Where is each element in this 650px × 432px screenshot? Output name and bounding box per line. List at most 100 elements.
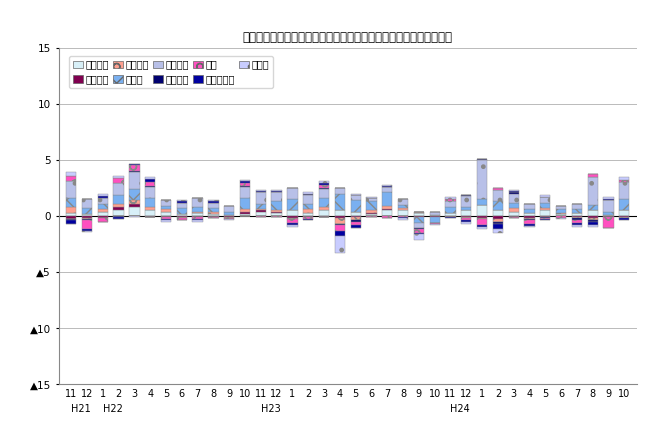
Bar: [619, 180, 629, 182]
Bar: [350, 212, 361, 216]
Bar: [129, 164, 140, 165]
Bar: [603, 215, 614, 216]
Bar: [588, 175, 598, 177]
Bar: [398, 216, 408, 217]
Bar: [398, 208, 408, 210]
Bar: [82, 208, 92, 214]
Bar: [572, 218, 582, 220]
Bar: [177, 201, 187, 203]
Bar: [335, 224, 345, 225]
Bar: [367, 213, 376, 214]
Bar: [382, 206, 393, 209]
Bar: [461, 195, 471, 196]
Bar: [287, 216, 298, 218]
Bar: [508, 192, 519, 194]
Bar: [192, 220, 203, 222]
Bar: [540, 195, 551, 197]
Bar: [525, 219, 535, 220]
Bar: [255, 191, 266, 192]
Bar: [414, 216, 424, 217]
Bar: [255, 210, 266, 212]
Bar: [367, 216, 376, 217]
Bar: [255, 209, 266, 210]
Bar: [540, 217, 551, 218]
Bar: [350, 200, 361, 212]
Bar: [382, 184, 393, 186]
Bar: [319, 216, 329, 217]
Bar: [129, 207, 140, 216]
Bar: [129, 203, 140, 207]
Bar: [477, 225, 488, 227]
Bar: [224, 218, 235, 219]
Bar: [556, 209, 566, 213]
Bar: [414, 234, 424, 240]
Bar: [287, 223, 298, 225]
Bar: [208, 203, 218, 208]
Bar: [508, 191, 519, 192]
Bar: [525, 203, 535, 209]
Bar: [208, 200, 218, 201]
Bar: [540, 219, 551, 220]
Bar: [572, 216, 582, 217]
Bar: [477, 199, 488, 205]
Bar: [367, 201, 376, 210]
Bar: [493, 190, 503, 201]
Bar: [66, 172, 76, 175]
Bar: [508, 212, 519, 216]
Bar: [66, 216, 76, 219]
Bar: [445, 216, 456, 217]
Bar: [319, 210, 329, 216]
Bar: [319, 189, 329, 198]
Bar: [177, 218, 187, 220]
Bar: [240, 184, 250, 186]
Bar: [272, 191, 281, 192]
Bar: [303, 217, 313, 219]
Bar: [272, 201, 281, 210]
Bar: [398, 210, 408, 216]
Bar: [66, 198, 76, 207]
Bar: [525, 213, 535, 216]
Bar: [208, 208, 218, 212]
Bar: [114, 175, 124, 178]
Bar: [224, 219, 235, 220]
Bar: [461, 207, 471, 210]
Bar: [508, 190, 519, 191]
Bar: [540, 218, 551, 219]
Bar: [161, 200, 171, 206]
Bar: [445, 213, 456, 216]
Bar: [161, 217, 171, 219]
Bar: [177, 216, 187, 217]
Bar: [255, 190, 266, 191]
Bar: [208, 217, 218, 218]
Bar: [414, 229, 424, 233]
Bar: [588, 222, 598, 225]
Bar: [161, 220, 171, 222]
Bar: [335, 188, 345, 194]
Bar: [525, 209, 535, 213]
Bar: [398, 199, 408, 205]
Bar: [367, 214, 376, 216]
Bar: [177, 208, 187, 214]
Bar: [619, 199, 629, 210]
Bar: [192, 212, 203, 213]
Bar: [588, 218, 598, 220]
Bar: [98, 203, 108, 209]
Bar: [603, 212, 614, 215]
Bar: [382, 210, 393, 216]
Bar: [461, 217, 471, 218]
Bar: [525, 226, 535, 227]
Bar: [255, 192, 266, 203]
Bar: [66, 220, 76, 224]
Bar: [461, 220, 471, 222]
Text: H22: H22: [103, 404, 123, 414]
Bar: [319, 198, 329, 207]
Bar: [303, 209, 313, 213]
Bar: [350, 217, 361, 220]
Bar: [255, 212, 266, 216]
Bar: [493, 229, 503, 233]
Bar: [303, 219, 313, 220]
Bar: [525, 218, 535, 219]
Bar: [303, 216, 313, 217]
Bar: [572, 223, 582, 225]
Bar: [477, 219, 488, 225]
